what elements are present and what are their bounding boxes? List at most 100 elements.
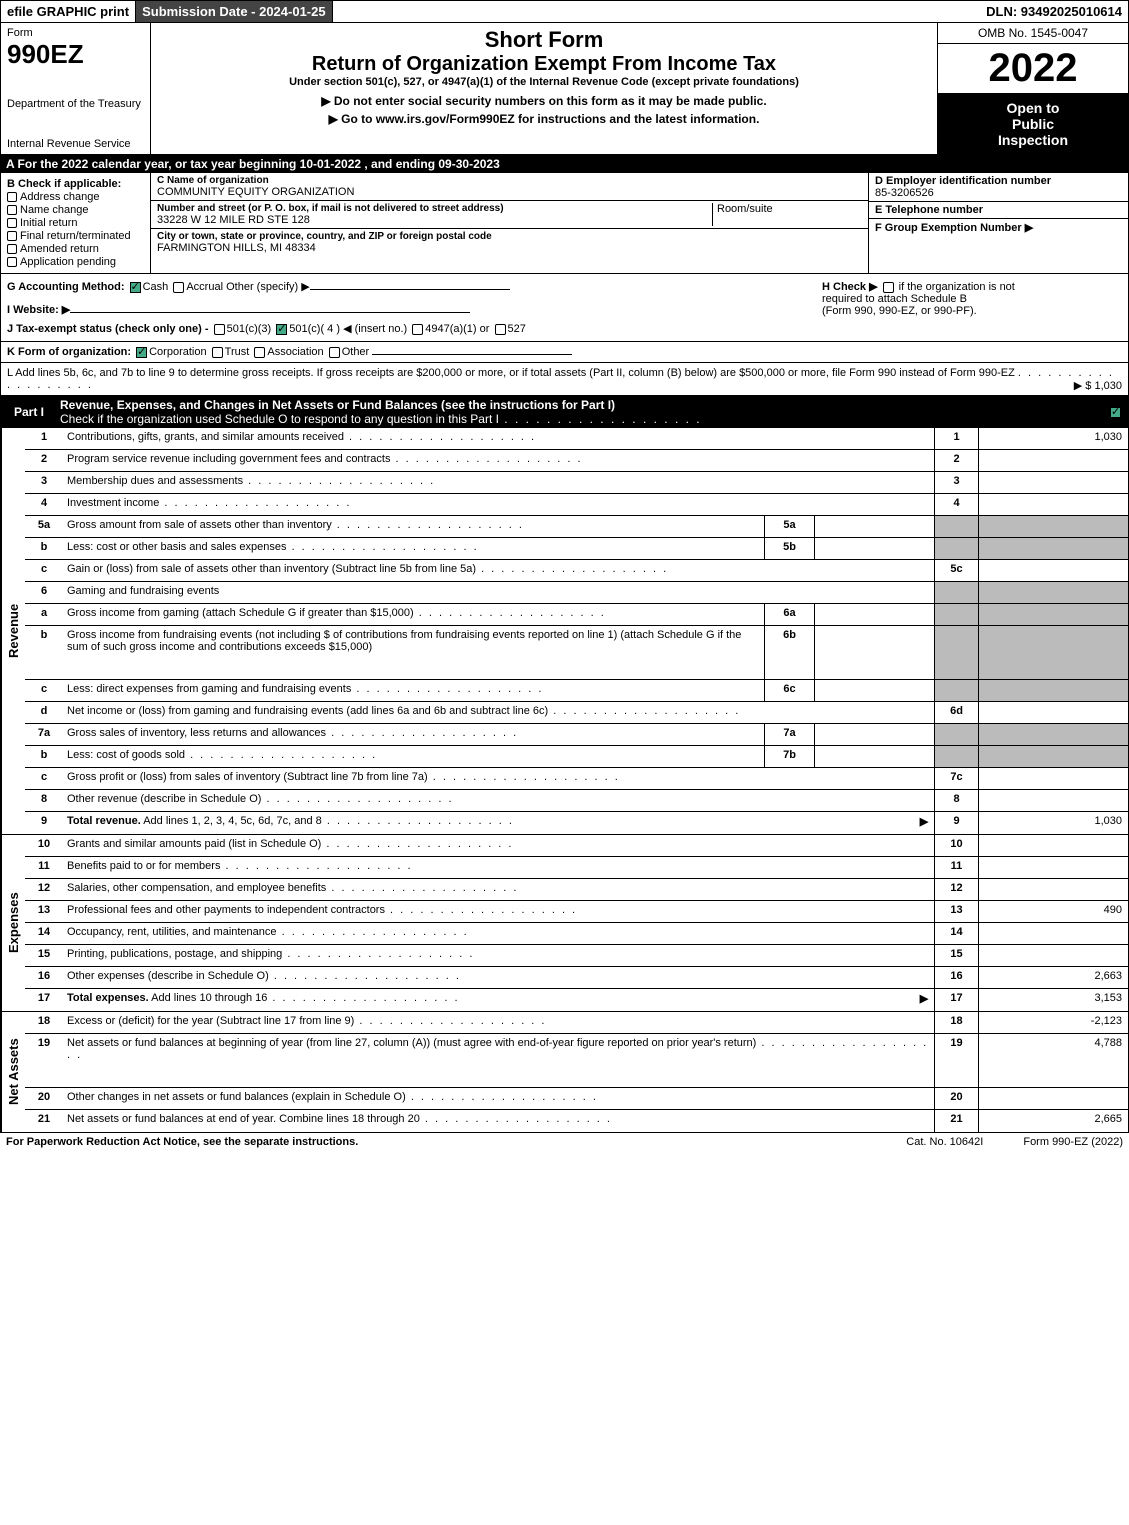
line-desc: Total expenses. Add lines 10 through 16 [63, 989, 914, 1011]
side-label-net assets: Net Assets [1, 1012, 25, 1132]
submission-date: Submission Date - 2024-01-25 [136, 1, 333, 22]
line-row: 15Printing, publications, postage, and s… [25, 945, 1128, 967]
chk-address[interactable]: Address change [7, 191, 144, 203]
line-row: 5aGross amount from sale of assets other… [25, 516, 1128, 538]
line-desc: Other expenses (describe in Schedule O) [63, 967, 934, 988]
irs-link[interactable]: ▶ Go to www.irs.gov/Form990EZ for instru… [159, 112, 929, 126]
ref-col: 8 [934, 790, 978, 811]
chk-h[interactable] [883, 282, 894, 293]
amount-col [978, 857, 1128, 878]
amount-col [978, 923, 1128, 944]
line-row: 3Membership dues and assessments3 [25, 472, 1128, 494]
chk-final[interactable]: Final return/terminated [7, 230, 144, 242]
line-row: 19Net assets or fund balances at beginni… [25, 1034, 1128, 1088]
line-row: cGain or (loss) from sale of assets othe… [25, 560, 1128, 582]
side-label-revenue: Revenue [1, 428, 25, 834]
roomsuite: Room/suite [712, 203, 862, 226]
sub-col: 6b [764, 626, 814, 679]
chk-amended[interactable]: Amended return [7, 243, 144, 255]
sub-val [814, 680, 934, 701]
amount-col: 2,663 [978, 967, 1128, 988]
footer-left: For Paperwork Reduction Act Notice, see … [6, 1136, 358, 1148]
amount-col [978, 724, 1128, 745]
ref-col: 19 [934, 1034, 978, 1087]
line-num: 8 [25, 790, 63, 811]
chk-501c[interactable] [276, 324, 287, 335]
chk-accrual[interactable] [173, 282, 184, 293]
chk-schedule-o[interactable] [1110, 407, 1121, 418]
sub-val [814, 724, 934, 745]
org-name-row: C Name of organization COMMUNITY EQUITY … [151, 173, 868, 201]
chk-trust[interactable] [212, 347, 223, 358]
line-row: cLess: direct expenses from gaming and f… [25, 680, 1128, 702]
arrow-icon: ▶ [914, 989, 934, 1011]
line-desc: Printing, publications, postage, and shi… [63, 945, 934, 966]
line-row: 12Salaries, other compensation, and empl… [25, 879, 1128, 901]
amount-col [978, 604, 1128, 625]
ref-col: 13 [934, 901, 978, 922]
chk-4947[interactable] [412, 324, 423, 335]
line-num: 19 [25, 1034, 63, 1087]
sub-col: 6a [764, 604, 814, 625]
line-num: b [25, 626, 63, 679]
amount-col: -2,123 [978, 1012, 1128, 1033]
footer: For Paperwork Reduction Act Notice, see … [0, 1133, 1129, 1151]
line-desc: Net assets or fund balances at beginning… [63, 1034, 934, 1087]
arrow-icon: ▶ [914, 812, 934, 834]
ein: 85-3206526 [875, 187, 1122, 199]
website-row: I Website: ▶ [7, 303, 822, 316]
line-row: bGross income from fundraising events (n… [25, 626, 1128, 680]
line-num: 18 [25, 1012, 63, 1033]
line-num: 14 [25, 923, 63, 944]
chk-initial[interactable]: Initial return [7, 217, 144, 229]
line-num: 1 [25, 428, 63, 449]
line-desc: Less: cost or other basis and sales expe… [63, 538, 764, 559]
chk-corp[interactable] [136, 347, 147, 358]
chk-501c3[interactable] [214, 324, 225, 335]
amount-col [978, 626, 1128, 679]
dept-treasury: Department of the Treasury [7, 98, 144, 110]
form-code: 990EZ [7, 39, 144, 70]
ref-col: 16 [934, 967, 978, 988]
chk-name[interactable]: Name change [7, 204, 144, 216]
line-num: b [25, 538, 63, 559]
line-desc: Less: cost of goods sold [63, 746, 764, 767]
amount-col [978, 790, 1128, 811]
line-row: dNet income or (loss) from gaming and fu… [25, 702, 1128, 724]
chk-other[interactable] [329, 347, 340, 358]
inspection-line3: Inspection [942, 132, 1124, 148]
chk-pending[interactable]: Application pending [7, 256, 144, 268]
line-row: bLess: cost or other basis and sales exp… [25, 538, 1128, 560]
form-header: Form 990EZ Department of the Treasury In… [0, 23, 1129, 155]
chk-527[interactable] [495, 324, 506, 335]
ref-col: 4 [934, 494, 978, 515]
line-row: cGross profit or (loss) from sales of in… [25, 768, 1128, 790]
group-row: F Group Exemption Number ▶ [869, 219, 1128, 273]
ref-col [934, 582, 978, 603]
line-num: c [25, 680, 63, 701]
amount-col [978, 560, 1128, 581]
efile-label[interactable]: efile GRAPHIC print [1, 1, 136, 22]
revenue-block: Revenue1Contributions, gifts, grants, an… [0, 428, 1129, 835]
line-desc: Total revenue. Add lines 1, 2, 3, 4, 5c,… [63, 812, 914, 834]
form-word: Form [7, 27, 144, 39]
amount-col [978, 680, 1128, 701]
sub-col: 7b [764, 746, 814, 767]
amount-col [978, 768, 1128, 789]
omb-number: OMB No. 1545-0047 [938, 23, 1128, 44]
ref-col: 12 [934, 879, 978, 900]
chk-cash[interactable] [130, 282, 141, 293]
line-desc: Contributions, gifts, grants, and simila… [63, 428, 934, 449]
line-row: 21Net assets or fund balances at end of … [25, 1110, 1128, 1132]
chk-assoc[interactable] [254, 347, 265, 358]
form-subtitle: Under section 501(c), 527, or 4947(a)(1)… [159, 76, 929, 88]
inspection-badge: Open to Public Inspection [938, 94, 1128, 154]
line-desc: Program service revenue including govern… [63, 450, 934, 471]
amount-col [978, 538, 1128, 559]
line-row: bLess: cost of goods sold7b [25, 746, 1128, 768]
row-h: H Check ▶ if the organization is not req… [822, 280, 1122, 335]
line-num: d [25, 702, 63, 723]
addr-label: Number and street (or P. O. box, if mail… [157, 203, 712, 214]
line-num: 11 [25, 857, 63, 878]
netassets-block: Net Assets18Excess or (deficit) for the … [0, 1012, 1129, 1133]
